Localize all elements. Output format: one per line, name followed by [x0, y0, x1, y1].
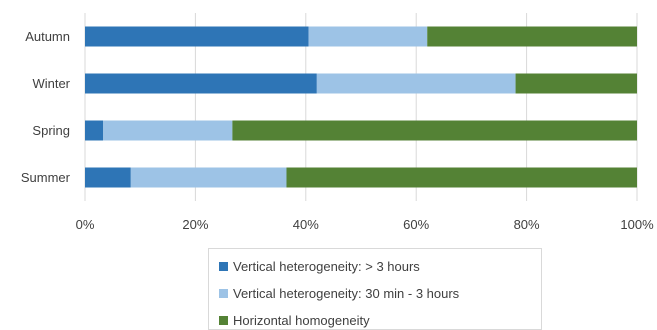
bar-summer-series-1 [85, 167, 131, 188]
bar-summer-series-3 [286, 167, 637, 188]
bar-autumn-series-1 [85, 26, 309, 47]
legend: Vertical heterogeneity: > 3 hours Vertic… [208, 248, 542, 330]
legend-label-series-3: Horizontal homogeneity [233, 312, 370, 328]
legend-label-series-2: Vertical heterogeneity: 30 min - 3 hours [233, 285, 460, 301]
y-tick-label-spring: Spring [32, 123, 70, 138]
bar-winter-series-2 [316, 73, 516, 94]
stacked-bar-chart: 0% 20% 40% 60% 80% 100% Autumn Winter Spring Summ… [21, 13, 654, 232]
y-tick-label-summer: Summer [21, 170, 71, 185]
bar-summer-series-2 [130, 167, 287, 188]
legend-swatch-series-1 [219, 261, 228, 271]
x-tick-label-2: 40% [293, 217, 319, 232]
x-tick-label-4: 80% [514, 217, 540, 232]
legend-swatch-series-2 [219, 288, 228, 298]
bar-spring-series-2 [103, 120, 233, 141]
x-tick-label-0: 0% [76, 217, 95, 232]
x-tick-label-3: 60% [403, 217, 429, 232]
y-tick-label-autumn: Autumn [25, 29, 70, 44]
bar-spring-series-3 [232, 120, 637, 141]
bar-autumn-series-3 [427, 26, 637, 47]
bar-winter-series-3 [515, 73, 637, 94]
bar-spring-series-1 [85, 120, 104, 141]
legend-item-series-2: Vertical heterogeneity: 30 min - 3 hours [219, 284, 459, 302]
y-tick-label-winter: Winter [32, 76, 70, 91]
bar-winter-series-1 [85, 73, 317, 94]
legend-label-series-1: Vertical heterogeneity: > 3 hours [233, 258, 420, 274]
legend-item-series-3: Horizontal homogeneity [219, 311, 370, 329]
bar-autumn-series-2 [308, 26, 428, 47]
legend-swatch-series-3 [219, 315, 228, 325]
x-tick-label-5: 100% [620, 217, 654, 232]
legend-item-series-1: Vertical heterogeneity: > 3 hours [219, 257, 420, 275]
x-tick-label-1: 20% [182, 217, 208, 232]
